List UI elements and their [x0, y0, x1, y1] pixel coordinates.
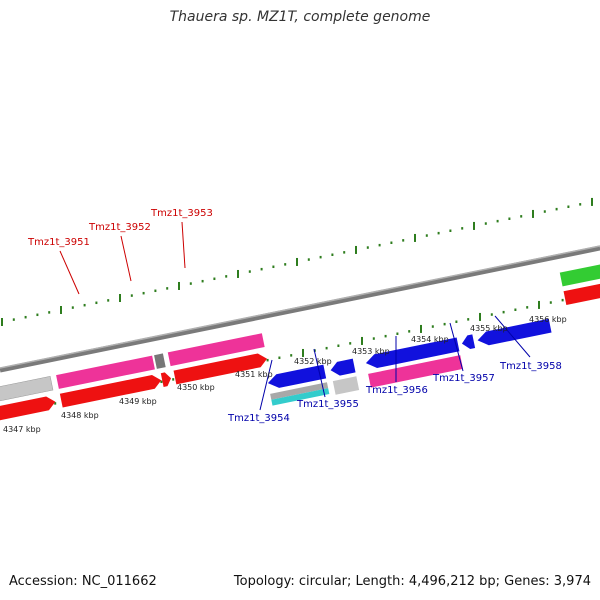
scale-label-4356: 4356 kbp	[529, 315, 567, 324]
genome-backbone	[0, 245, 600, 373]
label-tmz1t-3953[interactable]: Tmz1t_3953	[150, 208, 213, 219]
gene-tmz1t-3954-cyan[interactable]	[271, 388, 330, 406]
gene-tmz1t-3954-blue[interactable]	[267, 364, 327, 390]
gene-red-1[interactable]	[59, 373, 163, 408]
upper-track	[0, 256, 600, 425]
lower-track	[267, 318, 552, 406]
gene-tmz1t-3955-grey[interactable]	[332, 376, 360, 395]
gene-tmz1t-3953[interactable]	[167, 333, 265, 367]
scale-label-4349: 4349 kbp	[119, 397, 157, 406]
map-title: Thauera sp. MZ1T, complete genome	[169, 9, 431, 25]
scale-label-4347: 4347 kbp	[3, 425, 41, 434]
gene-blue-long[interactable]	[365, 337, 460, 370]
scale-label-4354: 4354 kbp	[411, 335, 449, 344]
scale-label-4350: 4350 kbp	[177, 383, 215, 392]
upper-scale-ticks	[1, 197, 593, 326]
upper-gene-labels: Tmz1t_3951 Tmz1t_3952 Tmz1t_3953	[27, 208, 213, 248]
gene-red-2[interactable]	[160, 371, 173, 387]
label-tmz1t-3958[interactable]: Tmz1t_3958	[499, 361, 562, 372]
gene-green-right[interactable]	[559, 256, 600, 287]
label-tmz1t-3955[interactable]: Tmz1t_3955	[296, 399, 359, 410]
gene-tmz1t-3951[interactable]	[56, 355, 155, 389]
label-tmz1t-3951[interactable]: Tmz1t_3951	[27, 237, 90, 248]
scale-label-4355: 4355 kbp	[470, 324, 508, 333]
gene-grey-left[interactable]	[0, 376, 54, 407]
lower-gene-labels: Tmz1t_3954 Tmz1t_3955 Tmz1t_3956 Tmz1t_3…	[227, 361, 562, 424]
label-tmz1t-3957[interactable]: Tmz1t_3957	[432, 373, 495, 384]
scale-labels: 4347 kbp 4348 kbp 4349 kbp 4350 kbp 4351…	[3, 315, 567, 434]
accession-text: Accession: NC_011662	[9, 574, 157, 589]
lower-leaders	[259, 315, 531, 411]
scale-label-4353: 4353 kbp	[352, 347, 390, 356]
gene-tmz1t-3952[interactable]	[154, 353, 166, 369]
label-tmz1t-3956[interactable]: Tmz1t_3956	[365, 385, 428, 396]
scale-label-4348: 4348 kbp	[61, 411, 99, 420]
gene-tmz1t-3957[interactable]	[461, 334, 476, 350]
gene-tmz1t-3955-blue[interactable]	[329, 358, 356, 378]
gene-tmz1t-3954-grey[interactable]	[270, 382, 329, 400]
scale-label-4352: 4352 kbp	[294, 357, 332, 366]
scale-label-4351: 4351 kbp	[235, 370, 273, 379]
upper-leaders	[59, 221, 186, 295]
gene-red-left[interactable]	[0, 395, 57, 425]
gene-red-right[interactable]	[563, 275, 600, 305]
gene-tmz1t-3956[interactable]	[368, 355, 464, 388]
gene-tmz1t-3958[interactable]	[476, 318, 552, 347]
gene-red-3[interactable]	[173, 352, 269, 385]
genome-summary-text: Topology: circular; Length: 4,496,212 bp…	[233, 574, 591, 589]
label-tmz1t-3954[interactable]: Tmz1t_3954	[227, 413, 290, 424]
label-tmz1t-3952[interactable]: Tmz1t_3952	[88, 222, 151, 233]
